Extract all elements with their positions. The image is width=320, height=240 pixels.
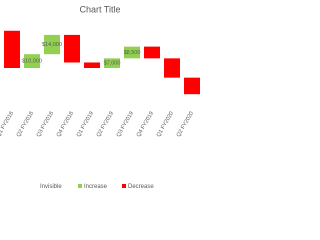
x-tick-label: Q4 FY2018 <box>56 111 75 138</box>
bar-segment <box>104 58 120 68</box>
chart-title: Chart Title <box>79 4 120 14</box>
x-tick-label: Q1 FY2019 <box>76 111 95 138</box>
bar-segment <box>124 58 140 108</box>
data-label: $7,000 <box>104 61 121 67</box>
legend-label: Decrease <box>128 184 154 190</box>
x-tick-label: Q1 FY2020 <box>156 111 175 138</box>
bar-segment <box>64 34 80 63</box>
bar-segment <box>64 62 80 108</box>
bar-segment <box>84 62 100 68</box>
data-label: $14,000 <box>42 42 62 48</box>
data-label: $8,500 <box>124 50 141 56</box>
legend-swatch <box>78 184 82 188</box>
bar-segment <box>44 34 60 55</box>
x-tick-label: Q2 FY2019 <box>96 111 115 138</box>
bar-segment <box>124 46 140 59</box>
bar-segment <box>4 68 20 108</box>
bar-segment <box>164 58 180 78</box>
data-label: $10,000 <box>22 59 42 65</box>
bar-segment <box>164 78 180 108</box>
chart: Chart Title Q1 FY2018 $10,000 Q2 FY2018 $14… <box>0 4 200 190</box>
x-tick-label: Q4 FY2019 <box>136 111 155 138</box>
bar-segment <box>44 54 60 108</box>
legend-label: Increase <box>84 184 108 190</box>
bar-segment <box>4 30 20 68</box>
bar-segment <box>24 54 40 68</box>
x-tick-label: Q3 FY2019 <box>116 111 135 138</box>
bar-segment <box>184 77 200 95</box>
bar-segment <box>84 68 100 108</box>
x-tick-label: Q2 FY2020 <box>176 111 195 138</box>
x-tick-label: Q1 FY2018 <box>0 111 15 138</box>
legend-swatch <box>122 184 126 188</box>
x-tick-label: Q2 FY2018 <box>16 111 35 138</box>
bar-segment <box>144 58 160 108</box>
bar-segment <box>24 68 40 108</box>
bar-segment <box>184 94 200 108</box>
x-tick-label: Q3 FY2018 <box>36 111 55 138</box>
bar-segment <box>104 68 120 108</box>
bar-segment <box>144 46 160 59</box>
legend-label: Invisible <box>40 184 62 190</box>
page: Chart Title Q1 FY2018 $10,000 Q2 FY2018 $14… <box>0 4 200 191</box>
